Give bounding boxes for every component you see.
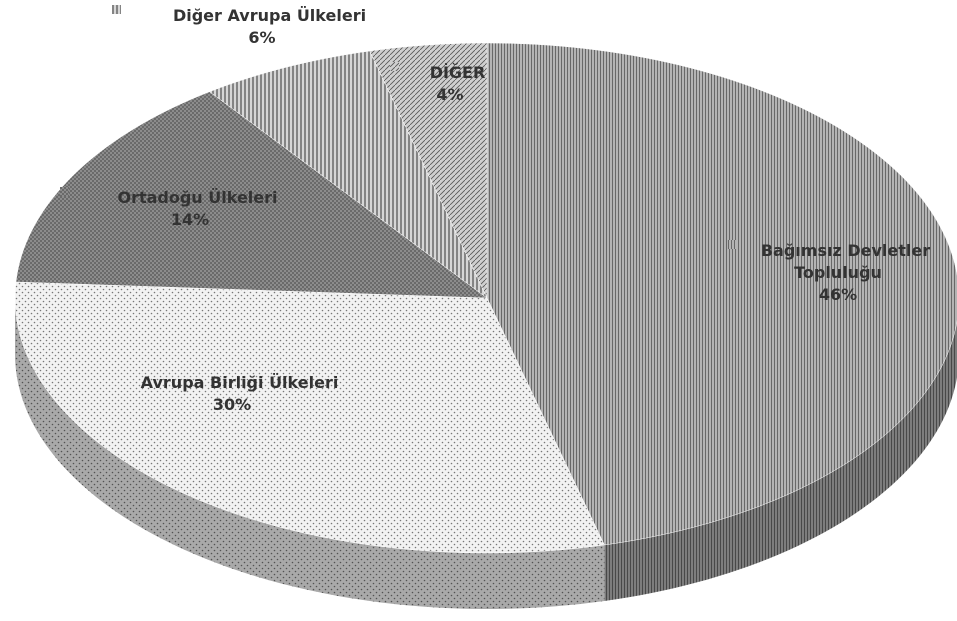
legend-swatch — [60, 187, 111, 203]
slice-label: Bağımsız Devletler Topluluğu 46% — [728, 240, 948, 306]
slice-label: Ortadoğu Ülkeleri 14% — [60, 187, 320, 231]
legend-swatch — [72, 372, 135, 388]
slice-label: DİĞER 4% — [390, 62, 510, 106]
category-name: Ortadoğu Ülkeleri — [117, 188, 278, 207]
value-label: 30% — [212, 395, 252, 414]
slice-side-shade — [604, 321, 957, 601]
slice-label: Avrupa Birliği Ülkeleri 30% — [72, 372, 392, 416]
category-name: Avrupa Birliği Ülkeleri — [140, 373, 339, 392]
slice — [14, 281, 605, 554]
slice-side — [604, 321, 957, 601]
legend-swatch — [390, 62, 424, 78]
value-label: 14% — [170, 210, 210, 229]
slice — [209, 50, 488, 299]
value-label: 46% — [818, 285, 858, 304]
value-label: 4% — [436, 85, 464, 104]
category-name: Diğer Avrupa Ülkeleri — [172, 6, 367, 25]
slice — [486, 42, 957, 546]
slice-side — [15, 298, 605, 609]
legend-swatch — [728, 240, 755, 256]
value-label: 6% — [248, 28, 276, 47]
slice — [15, 91, 488, 299]
slice — [369, 42, 488, 299]
slice-side-shade — [15, 298, 605, 609]
legend-swatch — [112, 5, 167, 21]
category-name: Bağımsız Devletler Topluluğu — [760, 241, 931, 282]
category-name: DİĞER — [429, 63, 486, 82]
slice-label: Diğer Avrupa Ülkeleri 6% — [112, 5, 412, 49]
